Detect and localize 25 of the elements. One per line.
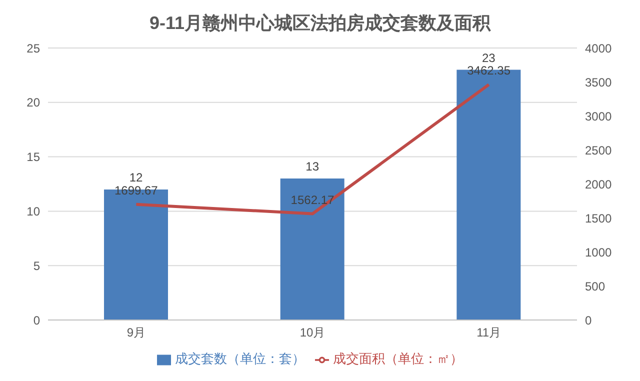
data-label: 23 — [482, 50, 496, 65]
x-tick-label: 9月 — [126, 326, 146, 340]
y2-tick-label: 1500 — [585, 211, 612, 226]
y-tick-label: 25 — [26, 41, 40, 56]
y2-tick-label: 500 — [585, 279, 606, 294]
y-tick-label: 20 — [26, 96, 40, 110]
y-tick-label: 0 — [33, 313, 40, 328]
y2-tick-label: 4000 — [585, 41, 612, 56]
legend-label: 成交面积（单位：㎡） — [333, 351, 463, 366]
y2-tick-label: 3500 — [585, 75, 612, 90]
y2-tick-label: 2000 — [585, 177, 612, 192]
y-tick-label: 5 — [33, 258, 40, 273]
data-label: 12 — [129, 170, 143, 184]
y-tick-label: 15 — [26, 150, 40, 164]
y2-tick-label: 2500 — [585, 143, 612, 158]
data-label: 13 — [306, 160, 320, 174]
x-tick-label: 11月 — [476, 326, 502, 340]
y2-tick-label: 3000 — [585, 109, 612, 124]
legend-label: 成交套数（单位：套） — [175, 351, 305, 366]
bar — [280, 178, 344, 320]
y2-tick-label: 1000 — [585, 245, 612, 260]
x-tick-label: 10月 — [300, 326, 326, 340]
y2-tick-label: 0 — [585, 313, 592, 328]
y-tick-label: 10 — [26, 204, 40, 218]
chart-title: 9-11月赣州中心城区法拍房成交套数及面积 — [148, 12, 492, 35]
